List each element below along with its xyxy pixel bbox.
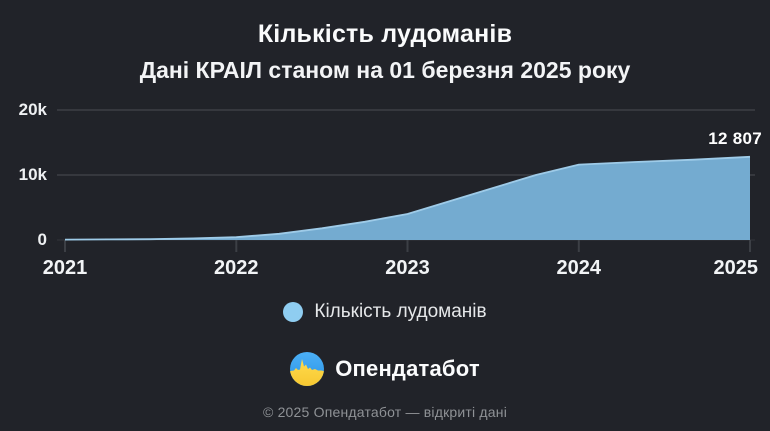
y-axis-label: 10k xyxy=(18,165,47,184)
area-series xyxy=(65,156,750,240)
x-axis-label: 2022 xyxy=(214,257,259,279)
opendatabot-logo-icon xyxy=(290,352,325,386)
x-axis-label: 2023 xyxy=(385,257,430,279)
legend-dot-icon xyxy=(283,302,304,322)
chart-subtitle: Дані КРАІЛ станом на 01 березня 2025 рок… xyxy=(139,57,631,83)
area-series-stroke xyxy=(64,155,751,241)
area-chart-svg xyxy=(57,109,755,252)
x-axis-label: 2025 xyxy=(713,257,759,279)
brand-row: Опендатабот xyxy=(0,352,770,386)
brand-name: Опендатабот xyxy=(335,356,480,381)
x-axis-label: 2024 xyxy=(556,257,602,279)
chart-title: Кількість лудоманів xyxy=(257,20,513,48)
y-axis-label: 0 xyxy=(37,230,47,249)
footer-copyright: © 2025 Опендатабот — відкриті дані xyxy=(262,404,508,420)
x-axis-label: 2021 xyxy=(42,257,88,279)
y-axis-label: 20k xyxy=(18,100,47,119)
x-axis-labels: 2021 2022 2023 2024 2025 xyxy=(43,257,759,281)
legend: Кількість лудоманів xyxy=(0,301,770,323)
legend-label: Кількість лудоманів xyxy=(314,301,487,322)
y-axis-labels: 20k 10k 0 xyxy=(0,100,47,255)
area-chart: 20k 10k 0 2021 2022 2023 2024 2025 12 807 xyxy=(0,100,770,283)
end-value-label: 12 807 xyxy=(708,129,762,148)
